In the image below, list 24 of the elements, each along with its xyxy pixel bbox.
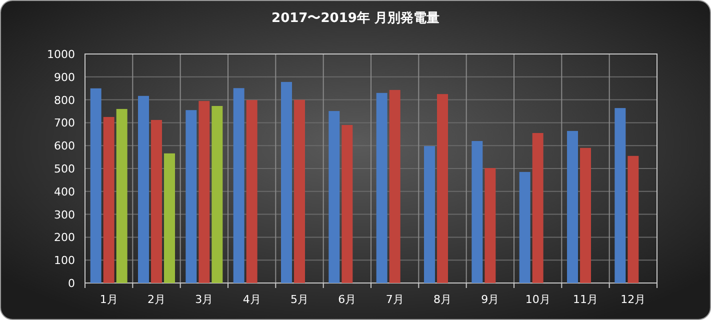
y-tick-label: 300 <box>54 208 75 222</box>
y-tick-label: 100 <box>54 254 75 268</box>
y-tick-label: 1000 <box>47 48 75 61</box>
x-tick-label: 9月 <box>481 293 500 306</box>
y-tick-label: 0 <box>68 277 75 290</box>
y-tick-label: 700 <box>54 116 75 130</box>
x-tick-label: 3月 <box>195 293 214 306</box>
x-tick-label: 6月 <box>338 293 356 306</box>
chart-title: 2017〜2019年 月別発電量 <box>272 11 440 26</box>
y-tick-label: 500 <box>54 162 75 176</box>
x-tick-label: 4月 <box>242 293 261 306</box>
x-tick-label: 8月 <box>434 293 452 306</box>
y-tick-label: 600 <box>54 140 75 153</box>
x-tick-label: 7月 <box>386 293 404 306</box>
y-tick-label: 400 <box>54 185 75 198</box>
x-tick-label: 11月 <box>573 293 598 306</box>
x-tick-label: 2月 <box>148 293 166 306</box>
y-tick-label: 800 <box>54 94 75 107</box>
x-tick-label: 1月 <box>100 293 118 306</box>
x-tick-label: 5月 <box>290 293 308 306</box>
x-tick-label: 12月 <box>620 293 646 306</box>
y-tick-label: 200 <box>54 231 75 244</box>
x-tick-label: 10月 <box>525 293 550 306</box>
y-tick-label: 900 <box>54 70 75 84</box>
